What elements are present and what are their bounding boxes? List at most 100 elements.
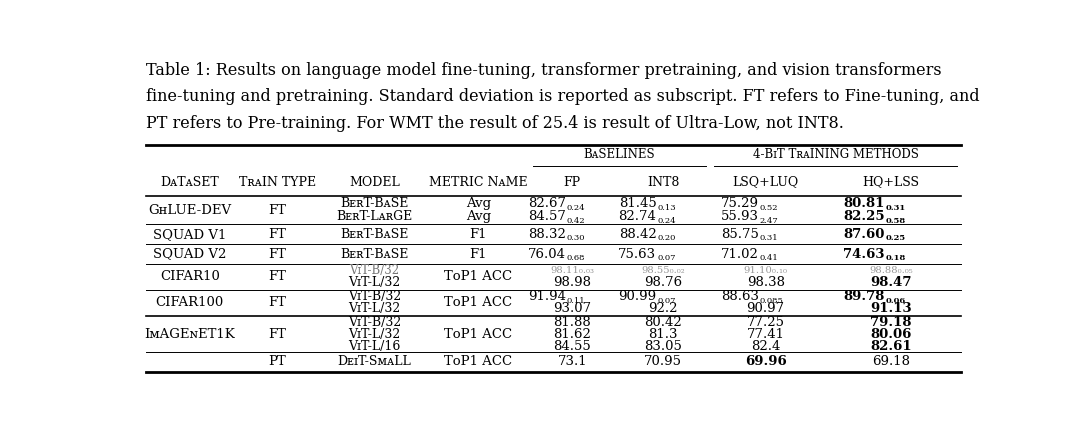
- Text: 98.98: 98.98: [553, 276, 592, 289]
- Text: VɪT-L/32: VɪT-L/32: [348, 327, 401, 341]
- Text: FT: FT: [268, 270, 286, 283]
- Text: BᴇʀT-BᴀSE: BᴇʀT-BᴀSE: [340, 198, 408, 210]
- Text: 75.63: 75.63: [619, 248, 657, 260]
- Text: 4-BɪT TʀᴀINING METHODS: 4-BɪT TʀᴀINING METHODS: [753, 148, 918, 161]
- Text: 0.31: 0.31: [886, 204, 906, 212]
- Text: Avg: Avg: [465, 198, 490, 210]
- Text: Avg: Avg: [465, 210, 490, 223]
- Text: 82.4: 82.4: [751, 339, 781, 353]
- Text: 91.10₀.₁₀: 91.10₀.₁₀: [744, 266, 787, 276]
- Text: TᴏP1 ACC: TᴏP1 ACC: [444, 296, 512, 309]
- Text: 0.06: 0.06: [886, 297, 906, 305]
- Text: 0.18: 0.18: [886, 254, 906, 262]
- Text: 84.55: 84.55: [553, 339, 591, 353]
- Text: 0.68: 0.68: [567, 254, 585, 262]
- Text: 0.13: 0.13: [658, 204, 676, 212]
- Text: VɪT-B/32: VɪT-B/32: [348, 315, 401, 329]
- Text: 98.11₀.₀₃: 98.11₀.₀₃: [551, 266, 594, 276]
- Text: 0.58: 0.58: [886, 217, 906, 225]
- Text: F1: F1: [470, 248, 487, 260]
- Text: INT8: INT8: [647, 175, 679, 189]
- Text: SQUAD V1: SQUAD V1: [153, 228, 227, 241]
- Text: IᴍAGEɴET1K: IᴍAGEɴET1K: [145, 327, 235, 341]
- Text: 82.25: 82.25: [842, 210, 885, 223]
- Text: FT: FT: [268, 327, 286, 341]
- Text: 0.085: 0.085: [760, 297, 784, 305]
- Text: 79.18: 79.18: [870, 315, 912, 329]
- Text: 0.42: 0.42: [567, 217, 585, 225]
- Text: VɪT-B/32: VɪT-B/32: [348, 290, 401, 303]
- Text: 0.25: 0.25: [886, 234, 905, 242]
- Text: 73.1: 73.1: [557, 355, 588, 369]
- Text: FT: FT: [268, 248, 286, 260]
- Text: PT: PT: [269, 355, 286, 369]
- Text: 0.41: 0.41: [760, 254, 779, 262]
- Text: 69.96: 69.96: [745, 355, 786, 369]
- Text: 77.41: 77.41: [746, 327, 785, 341]
- Text: 0.07: 0.07: [658, 254, 676, 262]
- Text: 98.76: 98.76: [644, 276, 683, 289]
- Text: FT: FT: [268, 228, 286, 241]
- Text: 2.47: 2.47: [760, 217, 779, 225]
- Text: FT: FT: [268, 204, 286, 217]
- Text: 0.07: 0.07: [658, 297, 676, 305]
- Text: 0.24: 0.24: [658, 217, 676, 225]
- Text: 88.63: 88.63: [721, 290, 759, 303]
- Text: 85.75: 85.75: [721, 228, 759, 241]
- Text: 89.78: 89.78: [843, 290, 885, 303]
- Text: PT refers to Pre-training. For WMT the result of 25.4 is result of Ultra-Low, no: PT refers to Pre-training. For WMT the r…: [146, 115, 843, 132]
- Text: 80.06: 80.06: [870, 327, 912, 341]
- Text: 91.13: 91.13: [870, 303, 912, 315]
- Text: BᴀSELINES: BᴀSELINES: [583, 148, 654, 161]
- Text: DᴀTᴀSET: DᴀTᴀSET: [161, 175, 219, 189]
- Text: 82.67: 82.67: [528, 198, 566, 210]
- Text: 87.60: 87.60: [843, 228, 885, 241]
- Text: 98.38: 98.38: [746, 276, 785, 289]
- Text: 84.57: 84.57: [528, 210, 566, 223]
- Text: 83.05: 83.05: [644, 339, 683, 353]
- Text: BᴇʀT-BᴀSE: BᴇʀT-BᴀSE: [340, 248, 408, 260]
- Text: 98.55₀.₀₂: 98.55₀.₀₂: [642, 266, 685, 276]
- Text: DᴇɪT-SᴍᴀLL: DᴇɪT-SᴍᴀLL: [338, 355, 411, 369]
- Text: 81.62: 81.62: [553, 327, 591, 341]
- Text: 88.42: 88.42: [619, 228, 657, 241]
- Text: METRIC NᴀME: METRIC NᴀME: [429, 175, 527, 189]
- Text: 88.32: 88.32: [528, 228, 566, 241]
- Text: 98.88₀.₀₅: 98.88₀.₀₅: [869, 266, 913, 276]
- Text: VɪT-B/32: VɪT-B/32: [349, 264, 400, 277]
- Text: 74.63: 74.63: [843, 248, 885, 260]
- Text: 90.97: 90.97: [746, 303, 785, 315]
- Text: SQUAD V2: SQUAD V2: [153, 248, 227, 260]
- Text: 90.99: 90.99: [619, 290, 657, 303]
- Text: HQ+LSS: HQ+LSS: [863, 175, 920, 189]
- Text: VɪT-L/16: VɪT-L/16: [348, 339, 401, 353]
- Text: 80.81: 80.81: [843, 198, 885, 210]
- Text: CIFAR10: CIFAR10: [160, 270, 219, 283]
- Text: 93.07: 93.07: [553, 303, 592, 315]
- Text: 91.94: 91.94: [528, 290, 566, 303]
- Text: 92.2: 92.2: [648, 303, 678, 315]
- Text: 0.20: 0.20: [658, 234, 676, 242]
- Text: 71.02: 71.02: [721, 248, 759, 260]
- Text: 0.11: 0.11: [567, 297, 585, 305]
- Text: BᴇʀT-LᴀʀGE: BᴇʀT-LᴀʀGE: [336, 210, 413, 223]
- Text: 81.45: 81.45: [619, 198, 657, 210]
- Text: TᴏP1 ACC: TᴏP1 ACC: [444, 327, 512, 341]
- Text: BᴇʀT-BᴀSE: BᴇʀT-BᴀSE: [340, 228, 408, 241]
- Text: 80.42: 80.42: [645, 315, 683, 329]
- Text: 0.52: 0.52: [760, 204, 779, 212]
- Text: 98.47: 98.47: [870, 276, 912, 289]
- Text: 0.24: 0.24: [567, 204, 585, 212]
- Text: 69.18: 69.18: [873, 355, 910, 369]
- Text: 81.3: 81.3: [648, 327, 678, 341]
- Text: 82.74: 82.74: [619, 210, 657, 223]
- Text: 81.88: 81.88: [553, 315, 591, 329]
- Text: VɪT-L/32: VɪT-L/32: [348, 303, 401, 315]
- Text: FT: FT: [268, 296, 286, 309]
- Text: 77.25: 77.25: [746, 315, 785, 329]
- Text: 70.95: 70.95: [644, 355, 683, 369]
- Text: MODEL: MODEL: [349, 175, 400, 189]
- Text: 0.31: 0.31: [760, 234, 779, 242]
- Text: GʜLUE-DEV: GʜLUE-DEV: [148, 204, 231, 217]
- Text: TʀᴀIN TYPE: TʀᴀIN TYPE: [239, 175, 315, 189]
